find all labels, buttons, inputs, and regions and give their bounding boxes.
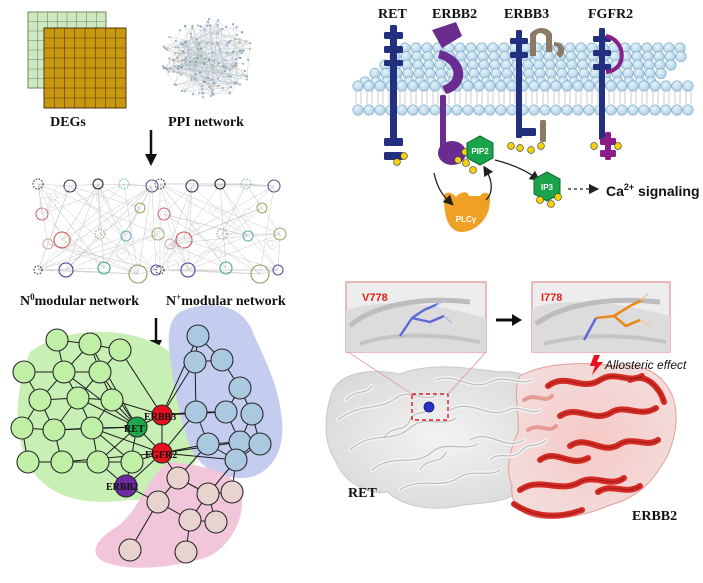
network-node: [45, 328, 69, 352]
network-node: [52, 360, 76, 384]
network-node-ret: [126, 416, 148, 438]
network-node: [28, 388, 52, 412]
network-node: [78, 332, 102, 356]
ret-protein-label: RET: [348, 486, 377, 501]
network-edge: [119, 349, 163, 416]
pip2-label: PIP2: [471, 147, 489, 156]
network-node: [118, 538, 142, 562]
network-node-erbb3: [151, 404, 173, 426]
network-node: [86, 450, 110, 474]
n0-modular-network-icon: [32, 178, 165, 284]
network-node: [42, 418, 66, 442]
network-node: [214, 400, 238, 424]
network-node: [220, 480, 244, 504]
network-node: [80, 416, 104, 440]
network-label-erbb2: ERBB2: [106, 482, 138, 493]
protein-structure: [325, 363, 677, 519]
mutant-inset: I778: [531, 281, 671, 353]
network-edge: [161, 335, 199, 416]
receptor-group: [384, 22, 624, 166]
degs-label: DEGs: [50, 115, 86, 130]
network-node: [210, 348, 234, 372]
n0-modular-network-label: N0modular network: [20, 292, 139, 309]
plc-gamma-label: PLCγ: [456, 215, 477, 224]
receptor-label-fgfr2: FGFR2: [588, 7, 633, 22]
network-node: [183, 350, 207, 374]
mutant-residue-label: I778: [541, 292, 562, 304]
wild-type-residue-label: V778: [362, 292, 388, 304]
network-edge: [61, 452, 163, 463]
network-label-ret: RET: [124, 424, 145, 435]
lightning-icon: [590, 355, 603, 375]
network-node: [228, 376, 252, 400]
mutation-site-box: [411, 393, 449, 421]
network-node: [66, 386, 90, 410]
network-node: [120, 450, 144, 474]
network-node: [100, 388, 124, 412]
network-node: [184, 400, 208, 424]
network-node: [108, 338, 132, 362]
ip3-label: IP3: [541, 183, 554, 192]
network-node: [224, 448, 248, 472]
network-edge: [89, 343, 138, 428]
erbb2-protein-label: ERBB2: [632, 509, 677, 524]
nplus-modular-network-label: N+modular network: [166, 292, 286, 309]
receptor-label-erbb3: ERBB3: [504, 7, 549, 22]
network-edge: [91, 427, 163, 454]
plc-gamma-enzyme: PLCγ: [444, 192, 491, 232]
network-node: [204, 510, 228, 534]
zoom-guide-line: [447, 351, 487, 395]
network-label-erbb3: ERBB3: [144, 412, 176, 423]
network-label-fgfr2: FGFR2: [145, 450, 177, 461]
network-node: [196, 432, 220, 456]
ip3-molecule: IP3: [533, 171, 562, 208]
network-node: [12, 360, 36, 384]
network-node: [88, 360, 112, 384]
network-node: [50, 450, 74, 474]
network-edge: [161, 452, 237, 461]
network-node: [174, 540, 198, 564]
ppi-network-icon: [161, 17, 252, 99]
network-node: [178, 508, 202, 532]
calcium-signaling-label: Ca2+ signaling: [606, 182, 700, 199]
network-node: [166, 466, 190, 490]
degs-icon: [27, 11, 127, 109]
network-node: [186, 324, 210, 348]
pip2-molecule: PIP2: [462, 135, 494, 174]
network-node-erbb2: [114, 474, 138, 498]
network-node: [146, 490, 170, 514]
network-node: [196, 482, 220, 506]
network-node: [248, 432, 272, 456]
network-node-fgfr2: [151, 442, 173, 464]
right-arrow-icon: [496, 314, 522, 326]
wild-type-inset: V778: [345, 281, 487, 353]
receptor-label-ret: RET: [378, 7, 407, 22]
network-node: [240, 402, 264, 426]
ppi-network-label: PPI network: [168, 115, 244, 130]
zoom-guide-line: [347, 351, 413, 395]
network-node: [16, 450, 40, 474]
arrow-to-ip3-icon: [494, 159, 541, 182]
arrow-to-plc-icon: [433, 172, 454, 206]
mutation-site-atom: [423, 401, 435, 413]
receptor-label-erbb2: ERBB2: [432, 7, 477, 22]
down-arrow-icon: [145, 130, 157, 166]
network-node: [10, 416, 34, 440]
arrow-to-pip2-icon: [483, 165, 494, 201]
nplus-modular-network-icon: [154, 178, 287, 284]
allosteric-effect-label: Allosteric effect: [604, 358, 687, 372]
